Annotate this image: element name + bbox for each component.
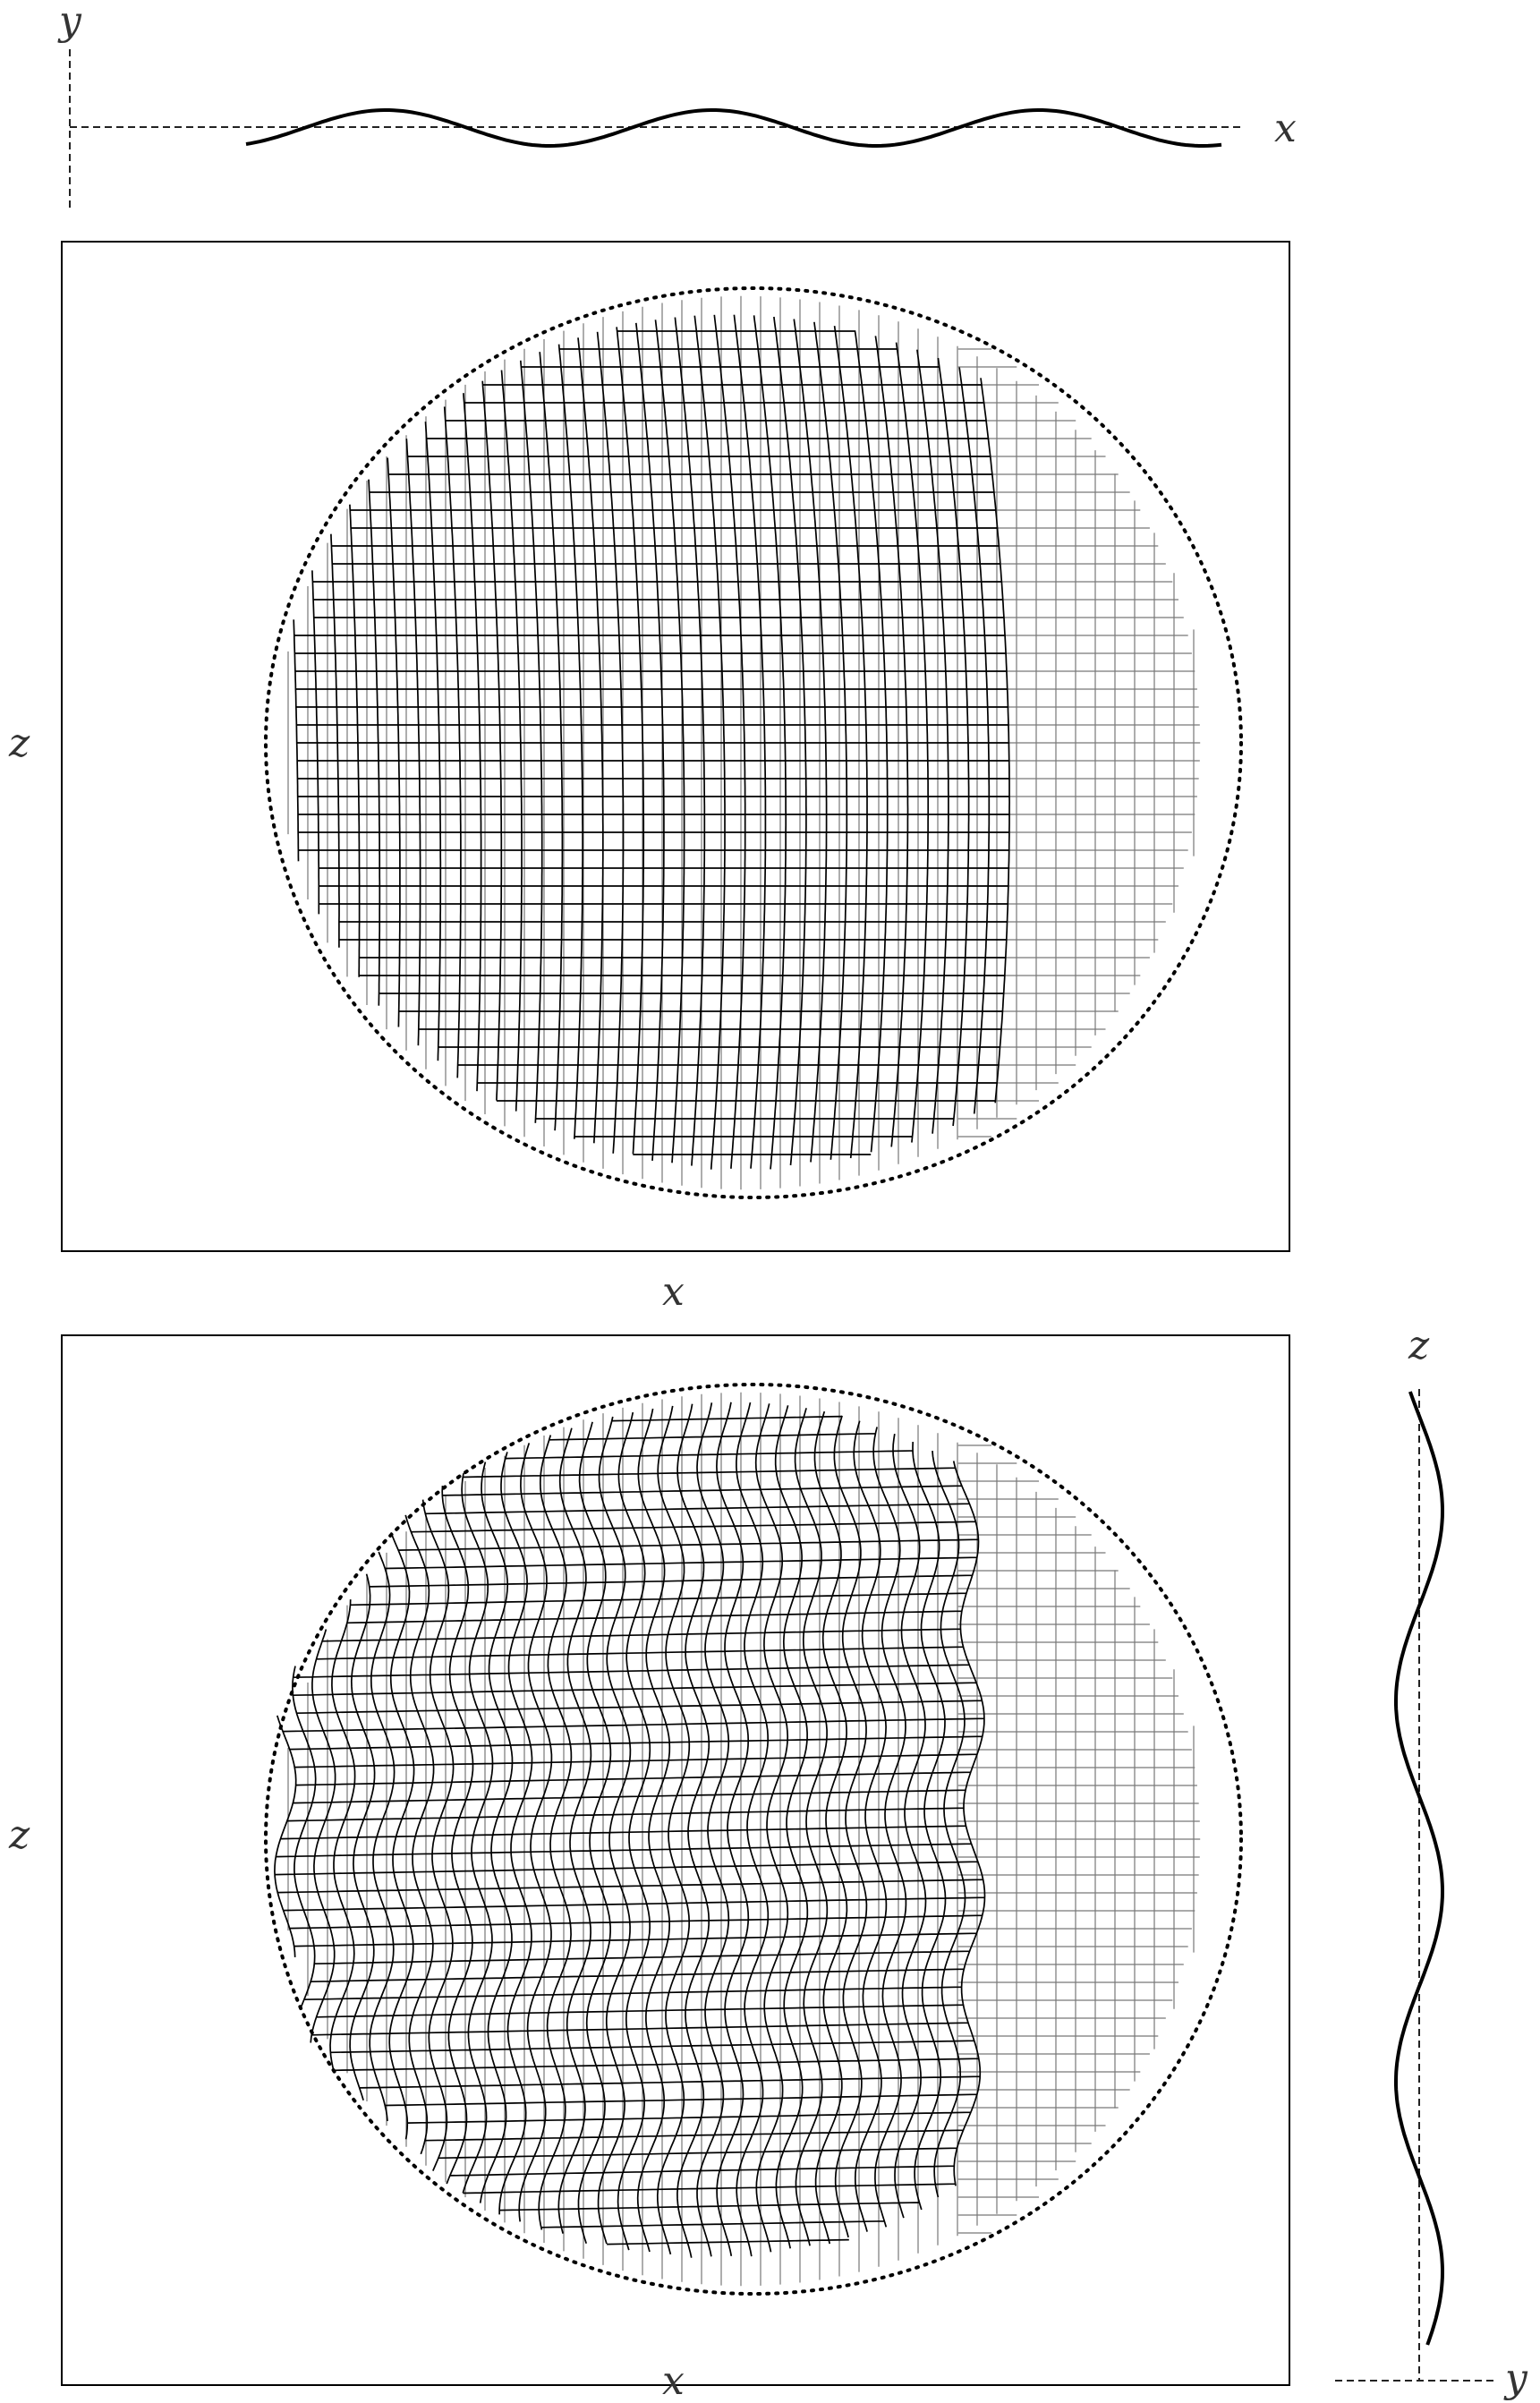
top-panel-deformed-grid: [293, 314, 1010, 1170]
bottom-panel-frame: [61, 1334, 1290, 2386]
top-panel-x-label: x: [662, 1269, 685, 1315]
top-panel-frame: [61, 241, 1290, 1252]
deformed-grid-lines: [274, 1402, 986, 2258]
bottom-panel-boundary-circle: [264, 1383, 1243, 2296]
deformed-grid-lines: [293, 314, 1010, 1170]
side-inset-y-label: y: [1503, 2356, 1528, 2401]
bottom-panel-x-label: x: [662, 2358, 685, 2403]
top-panel: x z: [8, 241, 1290, 1315]
side-inset-z-label: z: [1408, 1323, 1430, 1368]
top-inset-y-label: y: [57, 0, 82, 44]
top-panel-z-label: z: [8, 720, 30, 766]
side-wave-inset: z y: [1335, 1323, 1528, 2401]
top-inset-x-label: x: [1274, 106, 1297, 151]
top-wave-inset: y x: [57, 0, 1297, 210]
bottom-panel: x z: [8, 1334, 1290, 2403]
top-inset-wave: [245, 108, 1222, 148]
side-inset-wave: [1394, 1391, 1444, 2346]
bottom-panel-z-label: z: [8, 1812, 30, 1858]
bottom-panel-deformed-grid: [274, 1402, 986, 2258]
top-panel-boundary-circle: [264, 286, 1243, 1199]
